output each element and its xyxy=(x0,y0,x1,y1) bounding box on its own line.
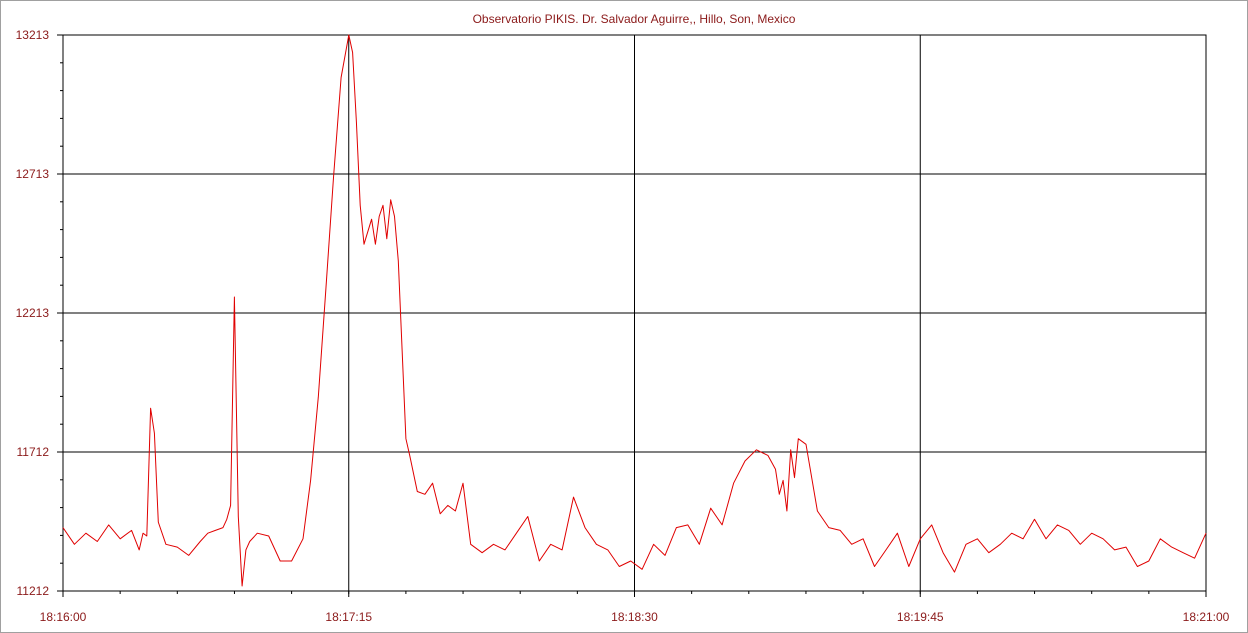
y-tick-label: 11712 xyxy=(17,445,50,459)
chart-title: Observatorio PIKIS. Dr. Salvador Aguirre… xyxy=(473,12,796,26)
y-tick-label: 12213 xyxy=(16,306,50,320)
x-tick-label: 18:21:00 xyxy=(1183,610,1230,624)
gridlines xyxy=(63,35,1206,591)
y-tick-label: 11212 xyxy=(17,584,50,598)
x-tick-label: 18:16:00 xyxy=(40,610,87,624)
series-layer xyxy=(62,34,1207,587)
y-tick-label: 13213 xyxy=(16,28,50,42)
x-tick-label: 18:17:15 xyxy=(325,610,372,624)
series-line xyxy=(62,34,1207,587)
axis-ticks xyxy=(57,34,1207,597)
x-tick-label: 18:18:30 xyxy=(611,610,658,624)
axis-tick-labels: 18:16:00 18:17:15 18:18:30 18:19:45 18:21:00… xyxy=(16,28,1230,624)
y-tick-label: 12713 xyxy=(16,167,50,181)
x-tick-label: 18:19:45 xyxy=(897,610,944,624)
